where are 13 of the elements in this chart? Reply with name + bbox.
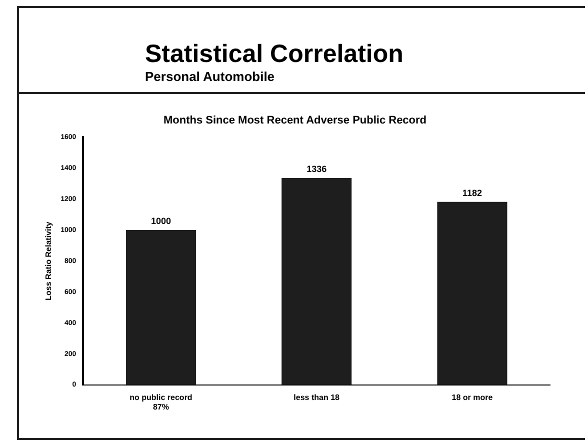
- x-tick-label: no public record 87%: [130, 392, 192, 412]
- bar: [282, 178, 352, 385]
- bar: [126, 230, 196, 385]
- chart-subtitle: Personal Automobile: [145, 69, 276, 84]
- data-label: 1336: [306, 164, 327, 174]
- x-tick-label: less than 18: [294, 392, 340, 402]
- x-tick-label: 18 or more: [452, 392, 494, 402]
- text: Months Since Most Recent Adverse Public Record: [163, 114, 427, 127]
- y-axis-title: Loss Ratio Relativity: [44, 221, 54, 300]
- bar: [437, 202, 508, 385]
- data-label: 1000: [150, 216, 171, 226]
- chart-title: Statistical Correlation: [145, 40, 404, 69]
- data-label: 1182: [462, 188, 482, 198]
